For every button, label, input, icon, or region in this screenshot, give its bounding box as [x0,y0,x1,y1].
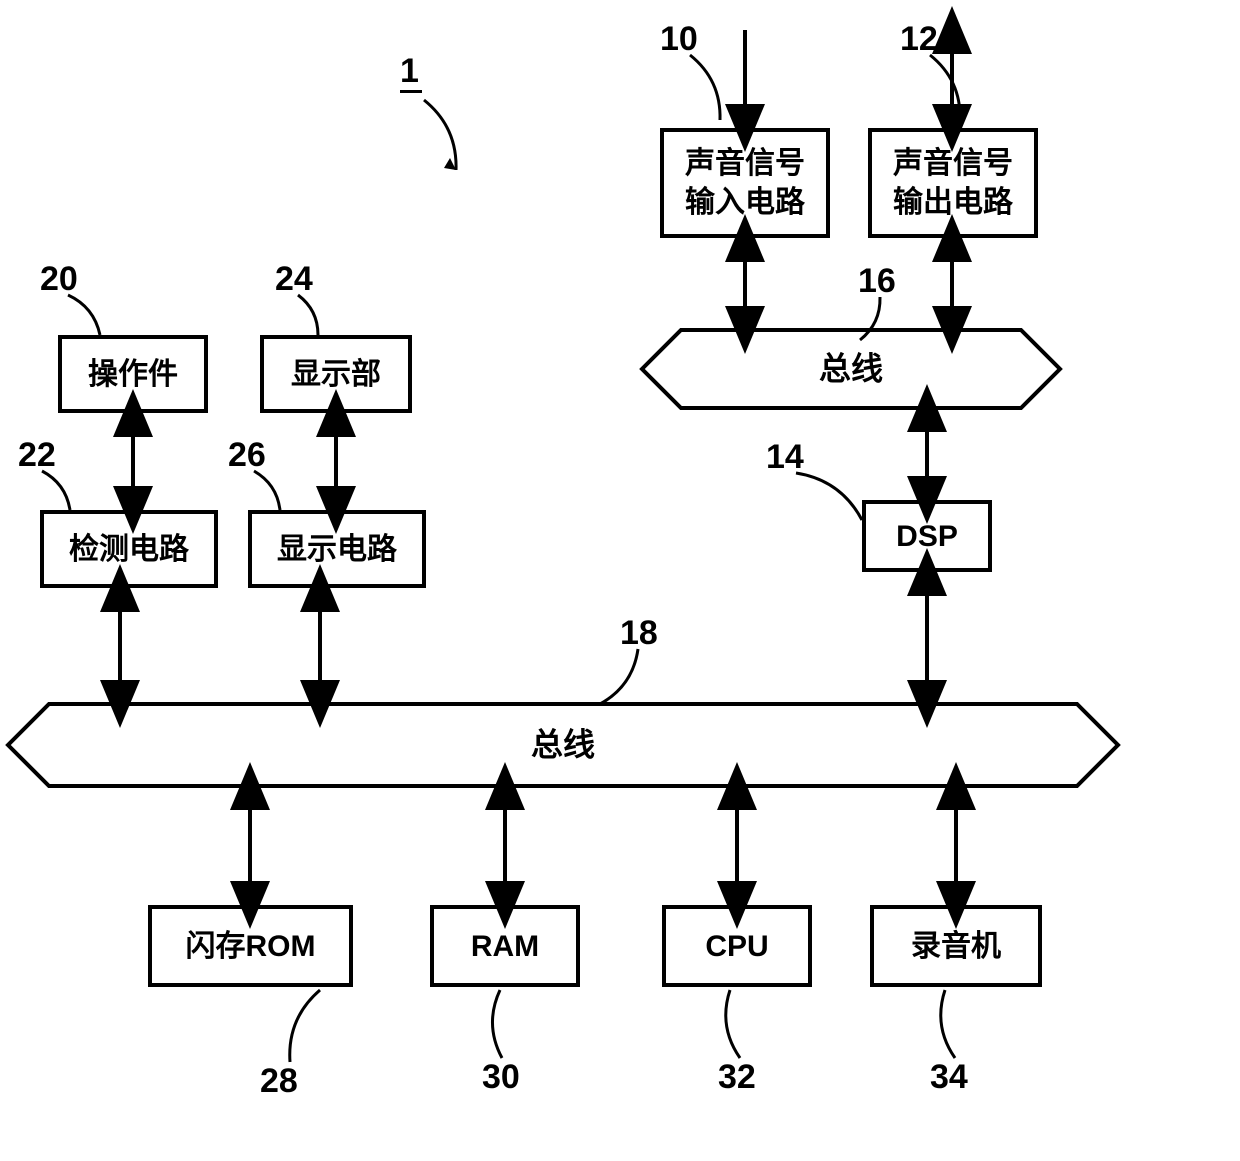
ref-30: 30 [482,1058,520,1097]
bus-16: 总线 [642,330,1060,408]
ref-24: 24 [275,260,313,299]
block-dsp: DSP [862,500,992,572]
block-display-unit: 显示部 [260,335,412,413]
ref-18: 18 [620,614,658,653]
ref-32: 32 [718,1058,756,1097]
svg-text:总线: 总线 [819,350,883,386]
block-detection-circuit: 检测电路 [40,510,218,588]
ref-22: 22 [18,436,56,475]
figure-number: 1 [400,52,419,91]
block-recorder: 录音机 [870,905,1042,987]
ref-16: 16 [858,262,896,301]
svg-text:总线: 总线 [531,726,595,762]
block-flash-rom: 闪存ROM [148,905,353,987]
ref-20: 20 [40,260,78,299]
ref-26: 26 [228,436,266,475]
block-audio-output-circuit: 声音信号输出电路 [868,128,1038,238]
ref-28: 28 [260,1062,298,1101]
block-display-circuit: 显示电路 [248,510,426,588]
ref-14: 14 [766,438,804,477]
ref-12: 12 [900,20,938,59]
figure-underline [400,90,422,93]
block-ram: RAM [430,905,580,987]
ref-34: 34 [930,1058,968,1097]
block-operator: 操作件 [58,335,208,413]
bus-18: 总线 [8,704,1118,786]
block-audio-input-circuit: 声音信号输入电路 [660,128,830,238]
ref-10: 10 [660,20,698,59]
block-cpu: CPU [662,905,812,987]
